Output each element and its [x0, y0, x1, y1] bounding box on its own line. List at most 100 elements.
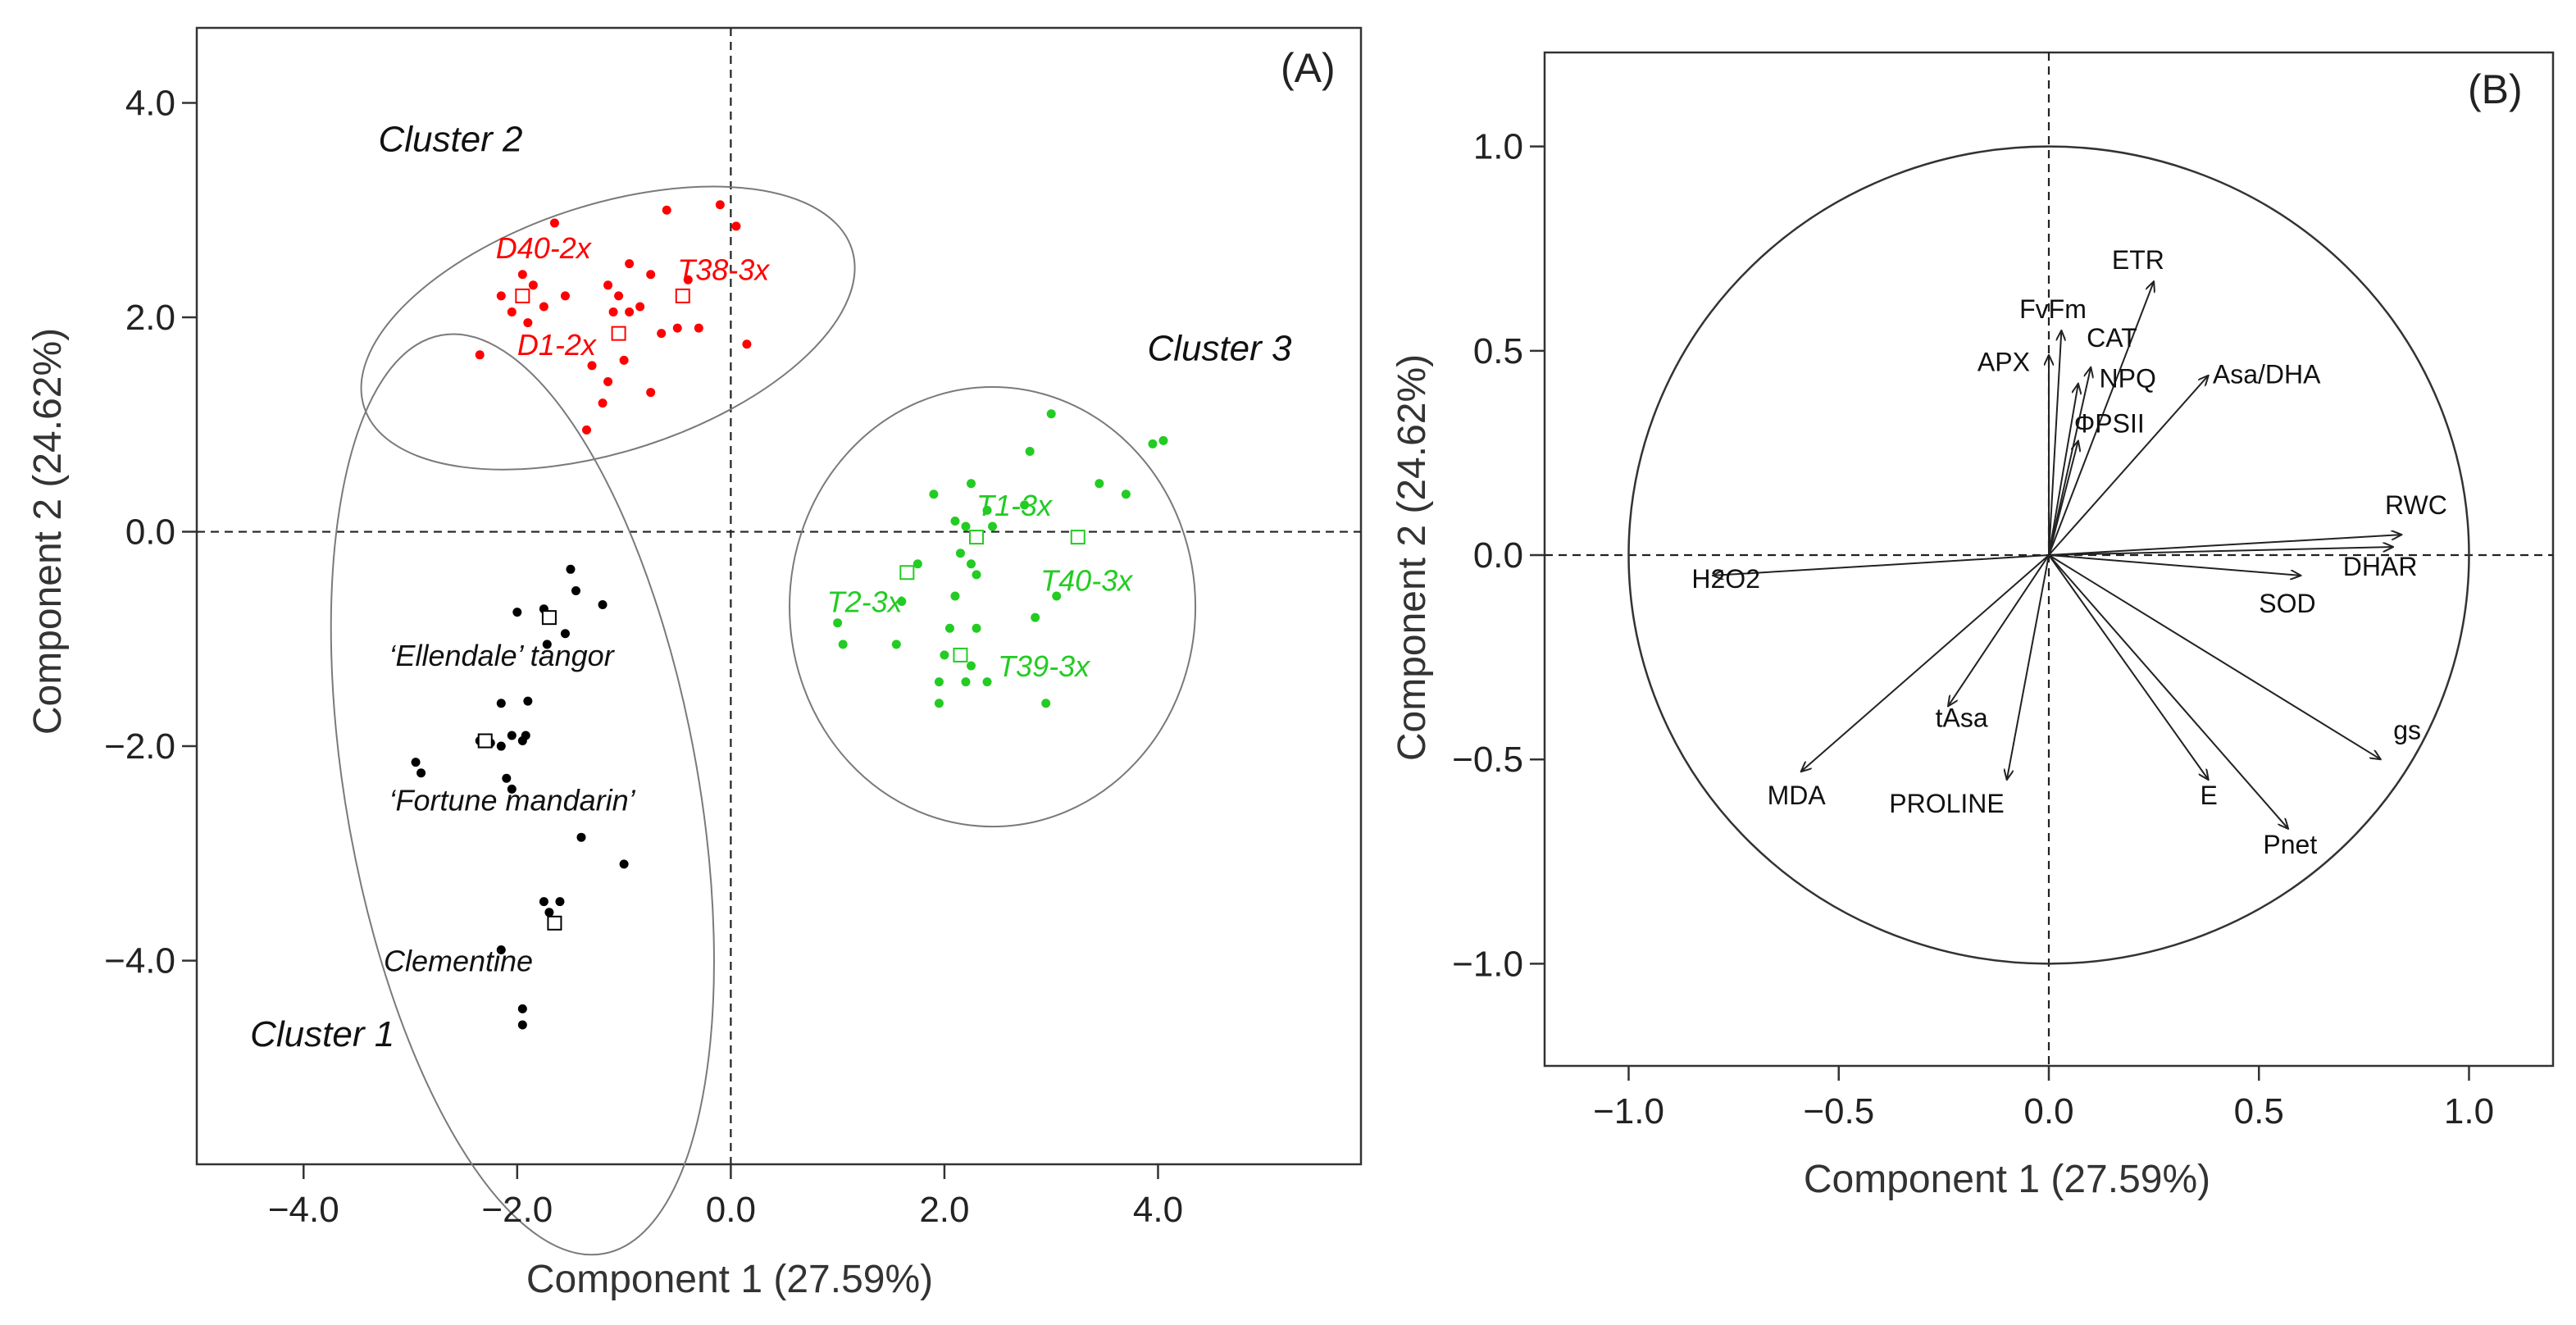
vector-label-etr: ETR — [2112, 245, 2164, 275]
cluster-2-point — [646, 270, 656, 280]
panel-a-x-axis-label: Component 1 (27.59%) — [526, 1258, 933, 1301]
cluster-1-point — [555, 897, 565, 907]
vector-e — [2048, 554, 2209, 780]
panel-a-x-tick-label: −4.0 — [268, 1190, 339, 1230]
panel-a-point-labels: ‘Ellendale’ tangor ‘Fortune mandarin’ Clem… — [384, 231, 1134, 978]
cluster-2-centroid-marker — [611, 326, 626, 341]
vector-gs — [2048, 554, 2381, 759]
cluster-3-point — [966, 661, 976, 671]
vector-mda — [1801, 554, 2050, 772]
cluster-1-point — [517, 736, 527, 746]
cluster-3-point — [913, 559, 922, 569]
cluster-1-centroid-marker — [477, 733, 493, 749]
cluster-1-point — [517, 1020, 527, 1030]
cluster-2-point — [608, 307, 618, 316]
panel-a-x-tick-label: 0.0 — [706, 1190, 756, 1230]
cluster-3-point — [950, 516, 960, 526]
panel-a-y-axis-label: Component 2 (24.62%) — [26, 328, 70, 735]
cluster-2-point — [549, 218, 559, 228]
cluster-3-point — [972, 623, 981, 633]
cluster-1-point — [502, 773, 512, 783]
vector-label-cat: CAT — [2087, 323, 2137, 353]
vector-npq — [2048, 384, 2078, 556]
panel-a-y-tick-label: −2.0 — [104, 726, 175, 767]
cluster-3-centroid-marker — [899, 565, 915, 581]
vector-etr — [2048, 281, 2154, 556]
panel-a-y-tick-label: 2.0 — [125, 298, 175, 338]
cluster-3-point — [940, 650, 949, 660]
cluster-2-point — [625, 259, 635, 269]
cluster-1-point — [496, 699, 506, 708]
cluster-3-point — [1046, 409, 1056, 419]
vector-label-sod: SOD — [2259, 589, 2315, 618]
vector-dhar — [2048, 547, 2393, 557]
vector-phi-psii — [2048, 440, 2078, 556]
cluster-title-cluster-1: Cluster 1 — [250, 1014, 394, 1054]
cluster-3-label-t39-3x: T39-3x — [998, 649, 1091, 683]
panel-a-x-tick-label: 2.0 — [919, 1190, 969, 1230]
cluster-2-point — [517, 270, 527, 280]
vector-label-e: E — [2201, 781, 2218, 810]
cluster-1-label-fortune-mandarin: ‘Fortune mandarin’ — [389, 784, 635, 817]
panel-a-cluster-ellipses — [330, 185, 1197, 1256]
panel-a-x-tick-label: −2.0 — [481, 1190, 553, 1230]
cluster-3-point — [950, 591, 960, 601]
panel-b-y-axis-label: Component 2 (24.62%) — [1390, 354, 1434, 761]
vector-label-gs: gs — [2393, 715, 2421, 744]
cluster-2-point — [587, 361, 597, 371]
cluster-2-point — [475, 350, 485, 360]
panel-b-x-axis-label: Component 1 (27.59%) — [1804, 1158, 2210, 1201]
cluster-3-centroid-marker — [1070, 530, 1085, 545]
cluster-2-ellipse — [360, 185, 856, 471]
cluster-3-point — [929, 489, 939, 499]
cluster-3-label-t2-3x: T2-3x — [827, 585, 904, 619]
panel-a-y-tick-label: 0.0 — [125, 512, 175, 553]
cluster-3-label-t40-3x: T40-3x — [1040, 563, 1134, 597]
vector-label-npq: NPQ — [2100, 364, 2156, 394]
cluster-2-point — [528, 280, 538, 290]
cluster-1-point — [542, 640, 552, 649]
vector-label-asa-dha: Asa/DHA — [2213, 360, 2321, 389]
panel-a-reference-lines — [197, 28, 1361, 1164]
cluster-3-point — [955, 549, 965, 558]
cluster-3-point — [891, 640, 901, 649]
cluster-1-centroid-marker — [547, 915, 562, 931]
vector-label-tasa: tAsa — [1936, 703, 1988, 732]
cluster-3-label-t1-3x: T1-3x — [976, 489, 1054, 522]
cluster-2-centroid-marker — [675, 288, 690, 303]
panel-b-x-tick-label: 1.0 — [2444, 1091, 2494, 1131]
panel-b-x-tick-label: −1.0 — [1593, 1091, 1664, 1131]
panel-b-y-tick-label: −0.5 — [1452, 740, 1523, 780]
cluster-3-point — [1025, 446, 1035, 456]
cluster-2-point — [694, 323, 703, 333]
cluster-1-point — [598, 599, 608, 609]
cluster-2-point — [657, 329, 667, 339]
cluster-1-point — [411, 758, 421, 767]
cluster-2-point — [496, 291, 506, 301]
cluster-2-point — [715, 200, 725, 210]
cluster-2-label-t38-3x: T38-3x — [677, 253, 771, 286]
cluster-1-point — [566, 564, 576, 574]
cluster-2-label-d40-2x: D40-2x — [496, 231, 593, 265]
cluster-2-point — [619, 355, 629, 365]
panel-b-y-tick-label: 0.5 — [1473, 331, 1523, 371]
cluster-3-point — [961, 521, 971, 531]
cluster-3-point — [897, 597, 907, 607]
cluster-title-cluster-3: Cluster 3 — [1147, 328, 1292, 368]
cluster-3-centroid-marker — [969, 530, 985, 545]
cluster-2-point — [731, 221, 741, 231]
cluster-2-point — [625, 307, 635, 316]
cluster-2-point — [646, 388, 656, 398]
cluster-3-point — [1031, 612, 1040, 622]
panel-b-unit-circle — [1627, 145, 2470, 965]
unit-circle — [1627, 145, 2470, 965]
cluster-1-point — [544, 908, 554, 917]
cluster-3-point — [966, 559, 976, 569]
cluster-3-point — [944, 623, 954, 633]
cluster-2-point — [598, 398, 608, 408]
panel-a-y-tick-label: −4.0 — [104, 941, 175, 981]
panel-b-axes: −1.0 −0.5 0.0 0.5 1.0 −1.0 −0.5 0.0 0.5 1.0 — [1452, 127, 2494, 1131]
cluster-1-point — [560, 629, 570, 639]
cluster-1-point — [416, 768, 426, 778]
